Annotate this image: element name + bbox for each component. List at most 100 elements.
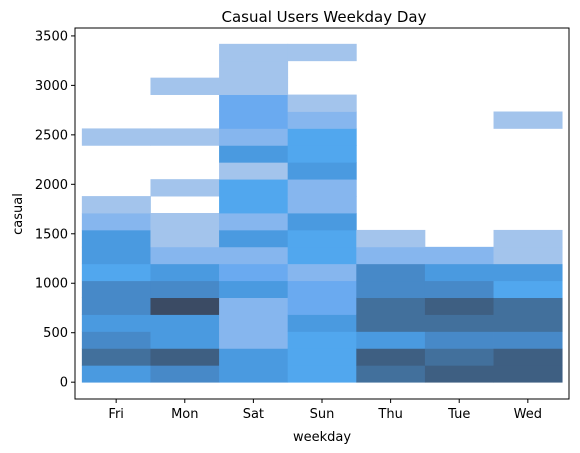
heatmap-cell-sun-17 — [287, 43, 357, 62]
heatmap-cell-tue-7 — [424, 246, 494, 265]
heatmap-cell-sat-4 — [219, 297, 289, 315]
heatmap-cell-mon-11 — [150, 128, 220, 146]
x-tick-label-fri: Fri — [108, 407, 124, 422]
heatmap-cell-sun-1 — [287, 348, 357, 366]
heatmap-cell-fri-6 — [81, 263, 151, 282]
heatmap-cell-thu-7 — [356, 246, 426, 265]
heatmap-cell-wed-5 — [493, 280, 563, 298]
heatmap-cell-sat-17 — [219, 77, 289, 95]
heatmap-cell-mon-0 — [150, 365, 220, 383]
heatmap-cell-sat-12 — [219, 162, 289, 180]
x-tick-label-wed: Wed — [514, 407, 542, 422]
heatmap-cell-sat-15 — [219, 111, 289, 129]
heatmap-cell-wed-8 — [493, 229, 563, 248]
x-tick-label-mon: Mon — [171, 407, 198, 422]
heatmap-cell-wed-3 — [493, 314, 563, 332]
y-tick-label-2500: 2500 — [35, 128, 68, 143]
x-axis: Fri Mon Sat Sun Thu Tue Wed — [108, 399, 542, 422]
heatmap-cell-tue-5 — [424, 280, 494, 298]
heatmap-cell-sat-3 — [219, 314, 289, 332]
heatmap-cell-sat-18 — [219, 60, 289, 79]
heatmap-cell-sat-10 — [219, 196, 289, 214]
heatmap-cell-mon-12 — [150, 77, 220, 95]
heatmap-cell-fri-0 — [81, 365, 151, 383]
heatmap-cell-fri-10 — [81, 196, 151, 214]
heatmap-cell-sat-1 — [219, 348, 289, 366]
heatmap-cell-tue-3 — [424, 314, 494, 332]
y-tick-label-0: 0 — [60, 376, 68, 391]
heatmap-cell-tue-4 — [424, 297, 494, 315]
heatmap-cell-sun-12 — [287, 162, 357, 180]
heatmap-cell-wed-4 — [493, 297, 563, 315]
heatmap-cell-fri-2 — [81, 331, 151, 349]
heatmap-cell-thu-4 — [356, 297, 426, 315]
heatmap-cell-fri-11 — [81, 128, 151, 146]
heatmap-cell-tue-0 — [424, 365, 494, 383]
heatmap-cell-thu-0 — [356, 365, 426, 383]
heatmap-cell-fri-3 — [81, 314, 151, 332]
heatmap-cell-sat-14 — [219, 128, 289, 146]
heatmap-cell-wed-0 — [493, 365, 563, 383]
heatmap-cell-mon-9 — [150, 213, 220, 231]
heatmap-cell-fri-1 — [81, 348, 151, 366]
heatmap-cell-wed-6 — [493, 263, 563, 282]
heatmap-cell-sun-14 — [287, 128, 357, 146]
heatmap-cell-sat-13 — [219, 145, 289, 163]
heatmap-cells — [81, 43, 563, 383]
heatmap-cell-fri-7 — [81, 246, 151, 265]
y-tick-label-1000: 1000 — [35, 277, 68, 292]
y-tick-label-2000: 2000 — [35, 178, 68, 193]
heatmap-cell-sun-13 — [287, 145, 357, 163]
heatmap-cell-thu-8 — [356, 229, 426, 248]
heatmap-cell-mon-8 — [150, 229, 220, 248]
heatmap-cell-mon-6 — [150, 263, 220, 282]
y-axis-label: casual — [11, 193, 26, 235]
y-tick-label-3500: 3500 — [35, 29, 68, 44]
heatmap-cell-tue-2 — [424, 331, 494, 349]
heatmap-cell-sun-9 — [287, 213, 357, 231]
heatmap-cell-thu-5 — [356, 280, 426, 298]
heatmap-cell-sat-8 — [219, 229, 289, 248]
heatmap-cell-sun-7 — [287, 246, 357, 265]
heatmap-cell-fri-8 — [81, 229, 151, 248]
heatmap-cell-wed-1 — [493, 348, 563, 366]
heatmap-cell-sun-2 — [287, 331, 357, 349]
heatmap-cell-mon-3 — [150, 314, 220, 332]
heatmap-cell-mon-1 — [150, 348, 220, 366]
heatmap-cell-sun-8 — [287, 229, 357, 248]
heatmap-cell-sun-11 — [287, 179, 357, 197]
heatmap-cell-fri-4 — [81, 297, 151, 315]
heatmap-cell-sat-9 — [219, 213, 289, 231]
x-tick-label-sun: Sun — [310, 407, 335, 422]
heatmap-cell-thu-3 — [356, 314, 426, 332]
x-axis-label: weekday — [293, 430, 351, 445]
heatmap-cell-sun-4 — [287, 297, 357, 315]
heatmap-cell-sat-19 — [219, 43, 289, 62]
heatmap-cell-wed-2 — [493, 331, 563, 349]
chart-title: Casual Users Weekday Day — [222, 8, 427, 26]
x-tick-label-sat: Sat — [243, 407, 264, 422]
heatmap-cell-thu-6 — [356, 263, 426, 282]
heatmap-cell-mon-10 — [150, 179, 220, 197]
heatmap-cell-wed-7 — [493, 246, 563, 265]
y-tick-label-500: 500 — [43, 326, 68, 341]
y-axis: 0 500 1000 1500 2000 2500 3000 3500 — [35, 29, 75, 391]
heatmap-cell-mon-7 — [150, 246, 220, 265]
heatmap-cell-mon-2 — [150, 331, 220, 349]
heatmap-cell-fri-9 — [81, 213, 151, 231]
heatmap-cell-sat-6 — [219, 263, 289, 282]
heatmap-cell-tue-6 — [424, 263, 494, 282]
heatmap-cell-sun-6 — [287, 263, 357, 282]
heatmap-cell-sun-15 — [287, 111, 357, 129]
heatmap-cell-sat-7 — [219, 246, 289, 265]
heatmap-cell-sat-16 — [219, 94, 289, 112]
heatmap-cell-mon-5 — [150, 280, 220, 298]
heatmap-cell-sun-10 — [287, 196, 357, 214]
y-tick-label-3000: 3000 — [35, 79, 68, 94]
heatmap-cell-sat-5 — [219, 280, 289, 298]
heatmap-cell-sun-5 — [287, 280, 357, 298]
heatmap-cell-tue-1 — [424, 348, 494, 366]
heatmap-cell-fri-5 — [81, 280, 151, 298]
y-tick-label-1500: 1500 — [35, 227, 68, 242]
